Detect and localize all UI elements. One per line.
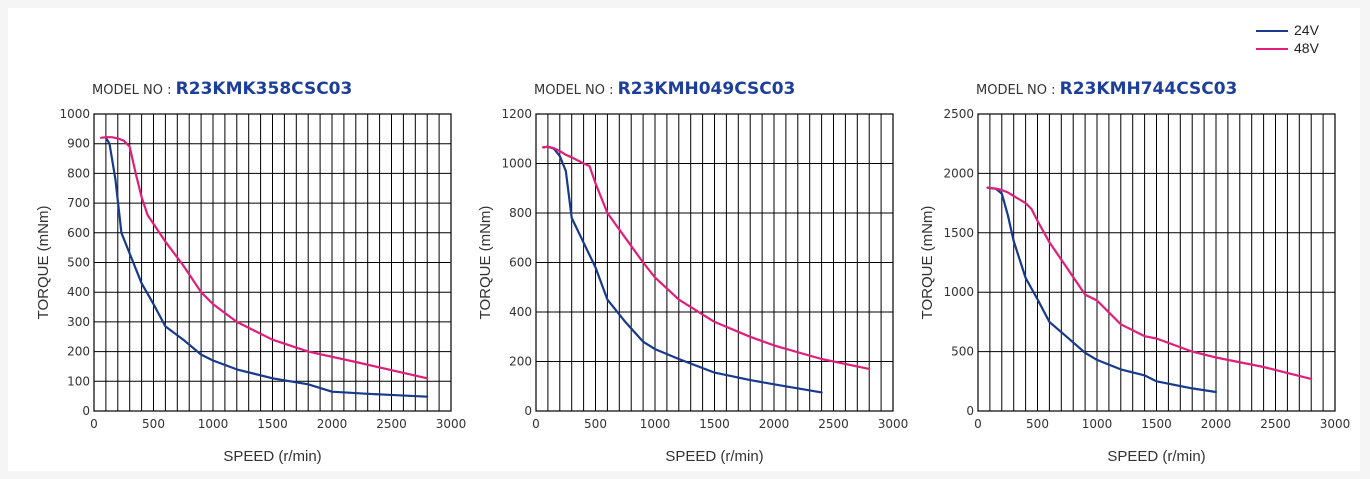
x-tick-label-3-6: 3000 [1320,417,1351,431]
y-tick-label-2-5: 1000 [501,157,532,171]
series-line-24v-1 [104,136,429,398]
y-tick-label-1-0: 0 [82,404,90,418]
model-label-2: MODEL NO : R23KMH049CSC03 [534,79,795,99]
model-number-3: R23KMH744CSC03 [1060,79,1238,99]
y-tick-label-1-8: 800 [67,166,90,180]
y-tick-label-1-10: 1000 [59,107,90,121]
legend: 24V 48V [1256,22,1336,58]
x-tick-label-2-3: 1500 [699,417,730,431]
chart-page: MODEL NO : R23KMK358CSC03 0 500 1000 1500 200… [8,8,1360,471]
y-tick-label-2-0: 0 [524,404,532,418]
y-axis-label-1: TORQUE (mNm) [35,206,52,320]
plot-frame-1 [93,113,452,412]
y-tick-label-1-3: 300 [67,315,90,329]
x-tick-label-1-3: 1500 [257,417,288,431]
y-tick-label-3-1: 500 [951,345,974,359]
y-tick-label-3-2: 1000 [943,285,974,299]
x-tick-label-3-2: 1000 [1082,417,1113,431]
y-tick-label-3-4: 2000 [943,166,974,180]
y-tick-label-1-9: 900 [67,137,90,151]
x-tick-label-1-1: 500 [142,417,165,431]
model-prefix-3: MODEL NO : [976,83,1060,98]
x-tick-label-3-5: 2500 [1260,417,1291,431]
x-tick-label-3-3: 1500 [1141,417,1172,431]
x-tick-label-1-5: 2500 [376,417,407,431]
x-tick-label-1-4: 2000 [317,417,348,431]
y-tick-label-3-0: 0 [966,404,974,418]
x-tick-label-3-1: 500 [1026,417,1049,431]
y-tick-label-1-4: 400 [67,285,90,299]
model-label-3: MODEL NO : R23KMH744CSC03 [976,79,1237,99]
series-line-24v-2 [541,145,823,394]
y-tick-label-2-4: 800 [509,206,532,220]
x-tick-label-2-6: 3000 [878,417,909,431]
y-tick-label-1-1: 100 [67,374,90,388]
x-tick-label-1-2: 1000 [198,417,229,431]
legend-label-24v: 24V [1294,22,1319,38]
x-tick-label-2-0: 0 [532,417,540,431]
x-tick-label-2-2: 1000 [640,417,671,431]
plot-frame-2 [535,113,894,412]
x-tick-label-3-4: 2000 [1201,417,1232,431]
series-line-48v-2 [541,145,871,370]
legend-item-24v: 24V [1256,22,1336,40]
y-tick-label-2-3: 600 [509,256,532,270]
model-prefix-2: MODEL NO : [534,83,618,98]
model-number-1: R23KMK358CSC03 [176,79,353,99]
x-tick-label-1-6: 3000 [436,417,467,431]
y-tick-label-3-3: 1500 [943,226,974,240]
legend-label-48v: 48V [1294,40,1319,56]
y-tick-label-1-6: 600 [67,226,90,240]
legend-swatch-24v [1256,30,1288,32]
legend-item-48v: 48V [1256,40,1336,58]
y-tick-label-2-2: 400 [509,305,532,319]
model-label-1: MODEL NO : R23KMK358CSC03 [92,79,352,99]
x-axis-label-3: SPEED (r/min) [1107,448,1205,465]
x-tick-label-2-1: 500 [584,417,607,431]
y-tick-label-3-5: 2500 [943,107,974,121]
x-axis-label-2: SPEED (r/min) [665,448,763,465]
y-tick-label-1-2: 200 [67,345,90,359]
y-tick-label-2-1: 200 [509,355,532,369]
x-axis-label-1: SPEED (r/min) [223,448,321,465]
series-line-48v-3 [986,186,1313,380]
model-prefix-1: MODEL NO : [92,83,176,98]
x-tick-label-2-4: 2000 [759,417,790,431]
model-number-2: R23KMH049CSC03 [618,79,796,99]
y-tick-label-1-5: 500 [67,256,90,270]
legend-swatch-48v [1256,48,1288,50]
plot-frame-3 [977,113,1336,412]
y-axis-label-3: TORQUE (mNm) [919,206,936,320]
x-tick-label-3-0: 0 [974,417,982,431]
series-line-24v-3 [986,186,1218,394]
x-tick-label-1-0: 0 [90,417,98,431]
series-line-48v-1 [99,136,429,380]
y-tick-label-1-7: 700 [67,196,90,210]
y-axis-label-2: TORQUE (mNm) [477,206,494,320]
x-tick-label-2-5: 2500 [818,417,849,431]
y-tick-label-2-6: 1200 [501,107,532,121]
